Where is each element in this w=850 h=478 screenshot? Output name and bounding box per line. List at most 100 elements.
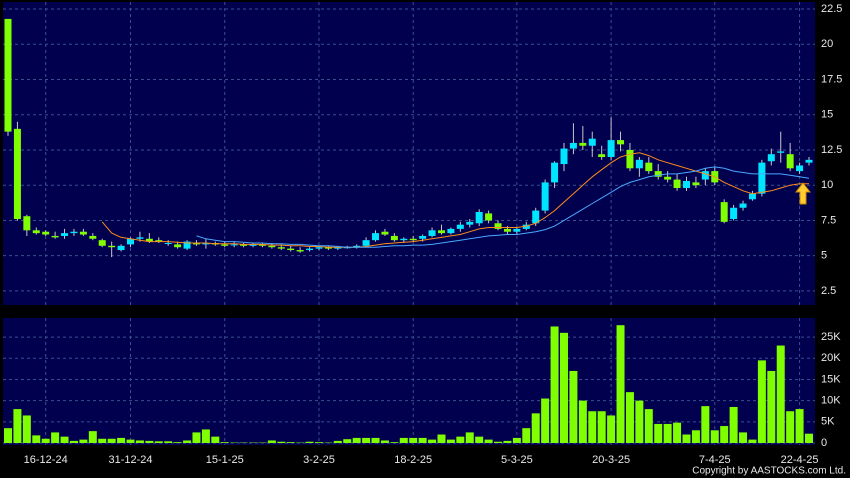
candle-body — [296, 250, 304, 252]
candle-body — [701, 171, 709, 180]
volume-bar — [211, 436, 220, 443]
volume-bar — [145, 440, 154, 443]
volume-bar — [616, 325, 625, 443]
moving-average-line — [196, 166, 810, 248]
volume-bar — [682, 434, 691, 443]
volume-bar — [220, 442, 229, 443]
plot-layer: 2.5 5 7.5 10 12.5 15 17.5 20 22.5 16-12-24 31-12-2… — [3, 2, 842, 466]
candle-body — [796, 165, 804, 172]
candle-body — [258, 244, 266, 246]
candle-body — [51, 235, 59, 238]
candle-body — [306, 248, 314, 251]
x-tick-label: 7-4-25 — [699, 454, 731, 466]
candle-body — [23, 216, 31, 231]
candle-body — [645, 162, 653, 172]
candle-body — [551, 162, 559, 183]
volume-bar — [399, 437, 408, 443]
volume-bar — [380, 440, 389, 443]
candle-body — [372, 233, 380, 241]
candle-body — [503, 228, 511, 232]
candle-body — [682, 180, 690, 189]
volume-bar — [4, 428, 12, 443]
candle-body — [730, 207, 738, 220]
candle-body — [767, 154, 775, 162]
candle-body — [692, 182, 700, 186]
candle-body — [466, 221, 474, 225]
candle-body — [192, 242, 200, 245]
volume-bar — [654, 423, 663, 443]
volume-bar — [305, 441, 314, 443]
candle-body — [127, 238, 135, 245]
x-tick-label: 15-1-25 — [206, 454, 244, 466]
candle-body — [560, 148, 568, 165]
candle-body — [249, 244, 257, 246]
volume-bar — [475, 436, 484, 443]
volume-bar — [625, 392, 634, 443]
volume-bar — [578, 400, 587, 443]
candle-body — [447, 228, 455, 234]
volume-bar — [13, 409, 22, 443]
volume-bar — [588, 411, 597, 443]
candle-body — [42, 231, 50, 235]
y-tick-label: 22.5 — [821, 3, 842, 15]
volume-bar — [352, 437, 361, 443]
volume-bar — [541, 398, 550, 443]
volume-bar — [644, 409, 653, 443]
y-tick-label: 5K — [821, 416, 835, 428]
y-tick-label: 7.5 — [821, 214, 836, 226]
candle-body — [240, 244, 248, 246]
candle-body — [541, 182, 549, 211]
volume-bar — [22, 415, 31, 443]
volume-bar — [635, 400, 644, 443]
volume-bar — [362, 437, 371, 443]
volume-bar — [41, 438, 50, 443]
volume-bar — [126, 439, 135, 443]
x-tick-label: 31-12-24 — [108, 454, 152, 466]
y-tick-label: 0 — [821, 437, 827, 449]
volume-bar — [343, 439, 352, 443]
candle-body — [155, 240, 163, 242]
volume-bar — [154, 441, 163, 443]
volume-bar — [786, 411, 795, 443]
volume-bar — [757, 360, 766, 443]
volume-bar — [201, 429, 210, 443]
volume-bar — [456, 436, 465, 443]
volume-bar — [117, 437, 126, 443]
candle-body — [475, 211, 483, 224]
volume-bar — [69, 440, 78, 443]
candle-body — [98, 240, 106, 246]
candle-body — [437, 230, 445, 234]
candle-body — [673, 179, 681, 189]
candle-body — [522, 224, 530, 229]
volume-bar — [333, 440, 342, 443]
y-tick-label: 20K — [821, 352, 841, 364]
candle-body — [324, 247, 332, 249]
volume-bar — [748, 439, 757, 443]
volume-bar — [710, 430, 719, 443]
volume-bar — [663, 423, 672, 443]
volume-bar — [494, 441, 503, 443]
candle-body — [532, 210, 540, 224]
candle-body — [230, 244, 238, 246]
volume-bar — [776, 345, 785, 443]
candle-body — [758, 162, 766, 194]
volume-bar — [164, 441, 173, 443]
volume-bar — [512, 437, 521, 443]
candle-body — [720, 202, 728, 222]
volume-bar — [607, 415, 616, 443]
x-tick-label: 3-2-25 — [303, 454, 335, 466]
candle-body — [409, 238, 417, 241]
candle-body — [315, 247, 323, 249]
candle-body — [277, 247, 285, 249]
candle-body — [664, 176, 672, 180]
volume-bar — [88, 431, 97, 443]
candle-body — [588, 138, 596, 146]
x-tick-label: 20-3-25 — [592, 454, 630, 466]
volume-bar — [569, 370, 578, 443]
volume-bar — [522, 428, 531, 443]
volume-bar — [729, 406, 738, 443]
candle-body — [70, 231, 78, 234]
candle-body — [202, 242, 210, 245]
candle-body — [635, 159, 643, 169]
